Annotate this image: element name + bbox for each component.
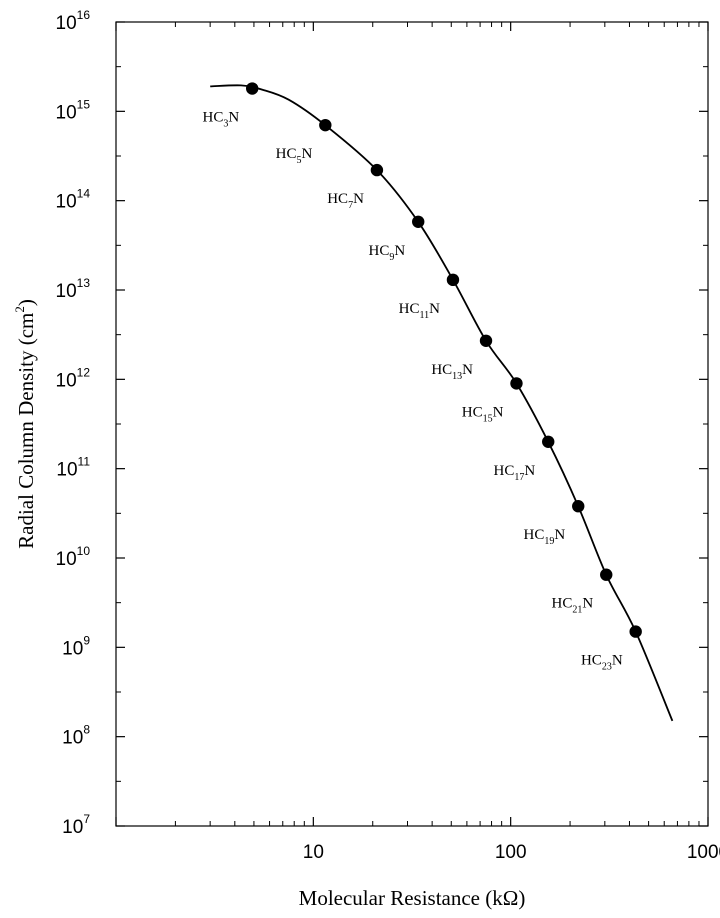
data-point xyxy=(412,215,425,229)
point-label: HC7N xyxy=(327,191,364,211)
y-axis-title: Radial Column Density (cm2) xyxy=(12,299,38,549)
y-tick-label: 107 xyxy=(62,812,90,838)
data-point xyxy=(370,163,384,177)
plot-frame xyxy=(115,21,709,827)
point-label: HC19N xyxy=(524,527,566,547)
point-label: HC3N xyxy=(203,110,240,130)
data-point xyxy=(245,82,259,95)
axis-ticks: 107 108 109 1010 1011 1012 1013 1014 1015 1016 10 1… xyxy=(56,8,720,863)
y-tick-label: 1015 xyxy=(56,97,91,123)
data-point xyxy=(542,435,555,448)
y-tick-label: 108 xyxy=(62,723,90,749)
data-point xyxy=(479,334,493,347)
data-point xyxy=(446,273,460,287)
data-point xyxy=(319,118,332,132)
fit-curve-layer xyxy=(210,84,674,722)
point-label: HC11N xyxy=(399,301,440,321)
data-point xyxy=(572,500,585,513)
point-labels-layer: HC3N HC5N HC7N HC9N HC11N HC13N HC15N HC17N HC19… xyxy=(203,110,623,673)
points-layer xyxy=(245,82,642,638)
fit-curve xyxy=(210,84,674,722)
point-label: HC9N xyxy=(369,243,406,263)
point-label: HC13N xyxy=(431,362,473,382)
y-tick-label: 1010 xyxy=(56,544,91,570)
point-label: HC5N xyxy=(276,146,313,166)
point-label: HC21N xyxy=(552,596,594,616)
data-point xyxy=(629,625,642,638)
x-tick-label: 100 xyxy=(495,842,527,863)
x-tick-label: 1000 xyxy=(687,842,720,863)
y-tick-label: 1012 xyxy=(56,365,91,391)
y-tick-label: 1013 xyxy=(56,276,91,302)
point-label: HC23N xyxy=(581,653,623,673)
y-tick-label: 1011 xyxy=(56,455,90,481)
data-point xyxy=(600,568,613,581)
x-tick-label: 10 xyxy=(303,842,324,863)
data-point xyxy=(510,377,523,390)
y-tick-label: 109 xyxy=(62,633,90,659)
point-label: HC17N xyxy=(494,463,536,483)
y-tick-label: 1014 xyxy=(56,187,91,213)
point-label: HC15N xyxy=(462,404,504,424)
y-tick-label: 1016 xyxy=(56,8,91,34)
x-axis-title: Molecular Resistance (kΩ) xyxy=(299,886,526,910)
